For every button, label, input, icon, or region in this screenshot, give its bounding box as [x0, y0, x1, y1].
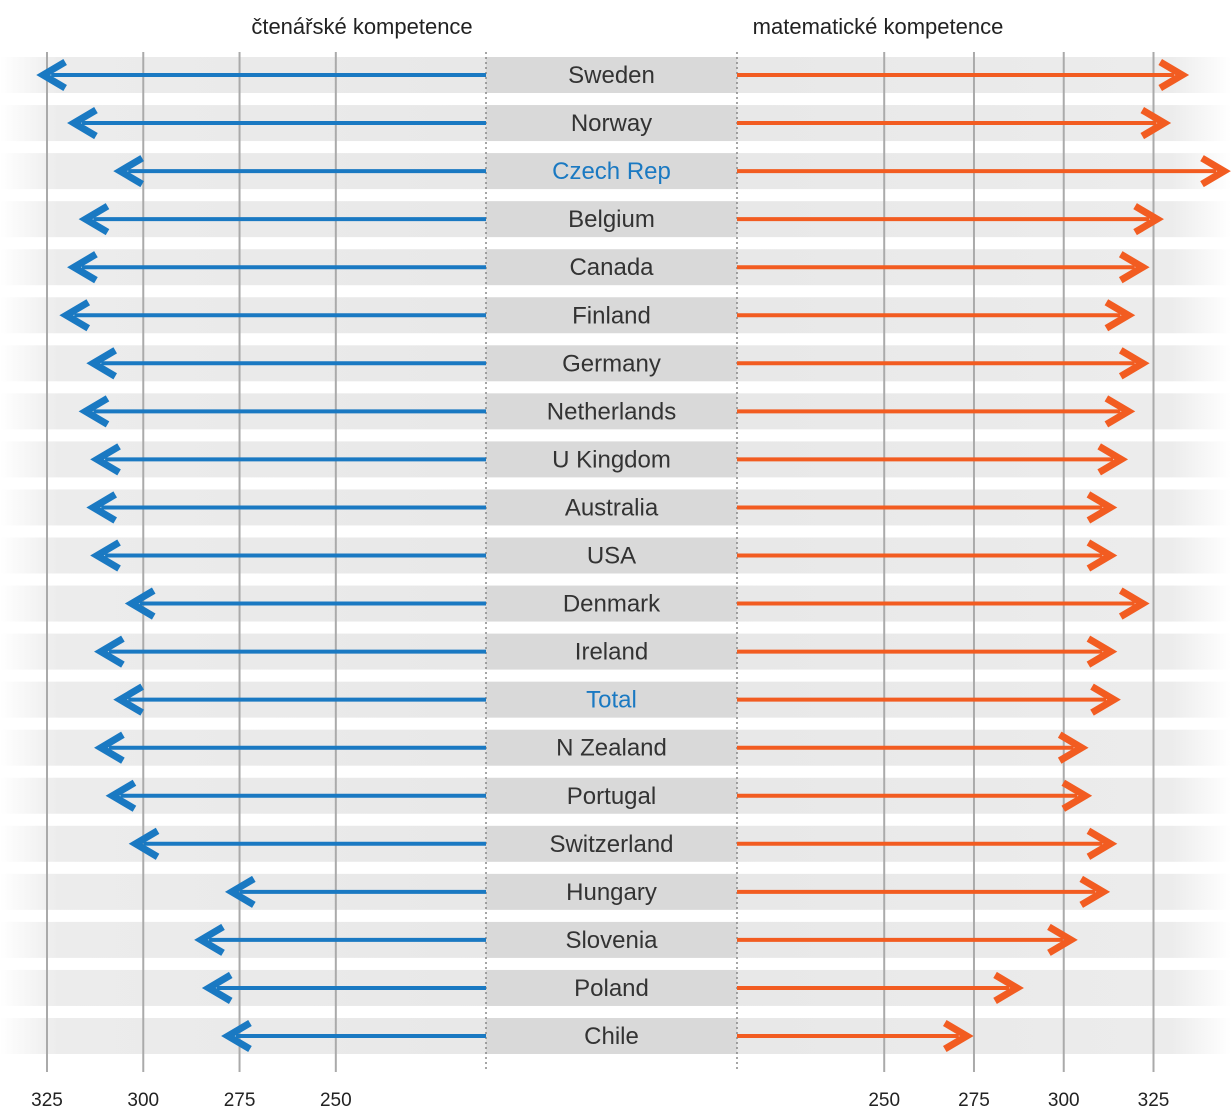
country-label-belgium: Belgium [568, 206, 655, 233]
country-label-finland: Finland [572, 302, 651, 329]
tick-right-275: 275 [958, 1090, 990, 1111]
label-band [486, 825, 737, 862]
arrow-reading-switzerland-head [128, 827, 160, 860]
label-band [486, 921, 737, 958]
arrow-reading-chile-head [221, 1019, 252, 1053]
country-label-australia: Australia [565, 494, 659, 521]
arrow-math-n-zealand-head [1057, 731, 1089, 764]
arrow-reading-norway-head [67, 107, 98, 140]
arrow-reading-sweden-head [36, 58, 67, 92]
country-label-hungary: Hungary [566, 879, 657, 906]
arrow-reading-n-zealand-head [94, 731, 125, 764]
tick-left-250: 250 [320, 1090, 352, 1111]
arrow-reading-usa-head [90, 539, 121, 572]
label-band [486, 153, 737, 190]
country-label-denmark: Denmark [563, 591, 661, 618]
arrow-reading-total-head [113, 683, 144, 716]
arrow-math-denmark-head [1118, 587, 1150, 620]
arrow-reading-germany-head [86, 347, 117, 380]
arrow-reading-hungary-head [224, 875, 256, 908]
country-label-usa: USA [587, 543, 636, 570]
tick-left-300: 300 [127, 1090, 159, 1111]
tick-right-300: 300 [1048, 1090, 1080, 1111]
country-label-slovenia: Slovenia [565, 927, 658, 954]
country-label-germany: Germany [562, 350, 661, 377]
country-label-total: Total [586, 687, 637, 714]
arrow-math-australia-head [1086, 491, 1118, 524]
label-band [486, 777, 737, 814]
label-band [486, 57, 737, 93]
country-label-netherlands: Netherlands [547, 398, 676, 425]
tick-left-325: 325 [31, 1090, 63, 1111]
label-band [486, 297, 737, 334]
arrow-math-u-kingdom-head [1097, 443, 1129, 476]
label-band [486, 489, 737, 526]
country-label-n-zealand: N Zealand [556, 735, 667, 762]
label-band [486, 873, 737, 910]
country-label-sweden: Sweden [568, 62, 655, 89]
country-label-ireland: Ireland [575, 639, 648, 666]
label-band [486, 249, 737, 286]
label-band [486, 345, 737, 382]
arrow-math-czech-rep-head [1200, 155, 1231, 188]
label-band [486, 201, 737, 238]
arrows [36, 58, 1231, 1053]
right-panel-title: matematické kompetence [753, 14, 1004, 39]
arrow-reading-canada-head [67, 251, 98, 284]
label-band [486, 729, 737, 766]
arrow-math-sweden-head [1158, 58, 1190, 92]
label-band [486, 537, 737, 574]
arrow-math-chile-head [943, 1019, 974, 1053]
country-label-portugal: Portugal [567, 783, 656, 810]
arrow-math-usa-head [1086, 539, 1118, 572]
arrow-math-norway-head [1140, 107, 1172, 140]
arrow-reading-denmark-head [124, 587, 156, 620]
label-band [486, 393, 737, 430]
arrow-reading-czech-rep-head [113, 155, 144, 188]
arrow-reading-australia-head [86, 491, 117, 524]
label-band [486, 969, 737, 1006]
arrow-reading-finland-head [59, 299, 91, 332]
country-label-chile: Chile [584, 1023, 639, 1050]
label-band [486, 681, 737, 718]
arrow-reading-poland-head [201, 971, 233, 1004]
arrow-reading-netherlands-head [78, 395, 110, 428]
tick-left-275: 275 [224, 1090, 256, 1111]
label-band [486, 585, 737, 622]
arrow-reading-ireland-head [94, 635, 125, 668]
tick-right-325: 325 [1138, 1090, 1170, 1111]
arrow-reading-slovenia-head [194, 923, 225, 956]
arrow-math-germany-head [1118, 347, 1150, 380]
arrow-math-portugal-head [1061, 779, 1093, 812]
country-label-switzerland: Switzerland [549, 831, 673, 858]
arrow-math-hungary-head [1079, 875, 1111, 908]
arrow-math-slovenia-head [1047, 923, 1078, 956]
arrow-math-switzerland-head [1086, 827, 1118, 860]
arrow-math-total-head [1090, 683, 1121, 716]
country-label-canada: Canada [569, 254, 654, 281]
country-label-poland: Poland [574, 975, 649, 1002]
left-panel-title: čtenářské kompetence [251, 14, 472, 39]
label-band [486, 1018, 737, 1054]
country-labels: Sweden Norway Czech Rep Belgium Canada Finlan… [547, 62, 676, 1050]
gridlines [46, 52, 1155, 1072]
arrow-math-belgium-head [1133, 203, 1164, 236]
arrow-math-finland-head [1104, 299, 1136, 332]
tick-labels: 325 300 275 250 250 275 300 325 [31, 1090, 1169, 1111]
country-label-u-kingdom: U Kingdom [552, 446, 671, 473]
arrow-math-canada-head [1118, 251, 1150, 284]
arrow-math-ireland-head [1086, 635, 1118, 668]
country-label-czech-rep: Czech Rep [552, 158, 671, 185]
arrow-reading-portugal-head [105, 779, 137, 812]
label-band [486, 105, 737, 142]
label-band [486, 633, 737, 670]
arrow-math-netherlands-head [1104, 395, 1136, 428]
country-label-norway: Norway [571, 110, 652, 137]
label-band [486, 441, 737, 478]
arrow-reading-u-kingdom-head [90, 443, 121, 476]
arrow-math-poland-head [993, 971, 1024, 1004]
tick-right-250: 250 [868, 1090, 900, 1111]
arrow-reading-belgium-head [78, 203, 110, 236]
